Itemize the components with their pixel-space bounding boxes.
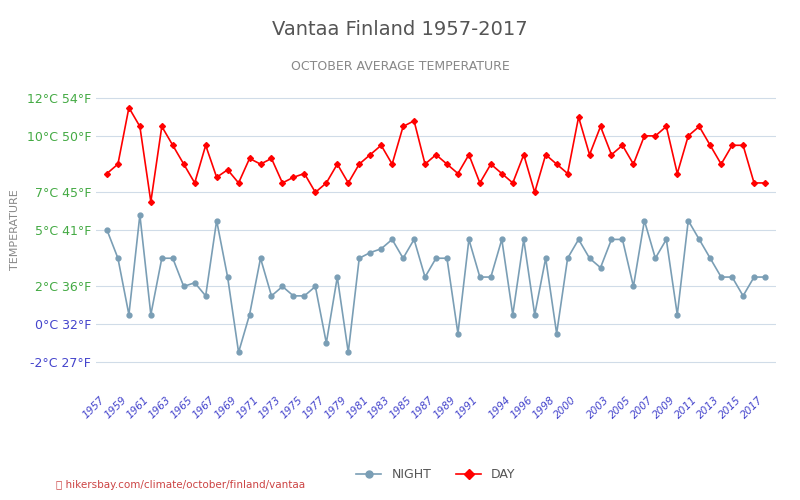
Y-axis label: TEMPERATURE: TEMPERATURE: [10, 190, 20, 270]
Legend: NIGHT, DAY: NIGHT, DAY: [351, 463, 521, 486]
Text: OCTOBER AVERAGE TEMPERATURE: OCTOBER AVERAGE TEMPERATURE: [290, 60, 510, 73]
Text: 🌐 hikersbay.com/climate/october/finland/vantaa: 🌐 hikersbay.com/climate/october/finland/…: [56, 480, 305, 490]
Text: Vantaa Finland 1957-2017: Vantaa Finland 1957-2017: [272, 20, 528, 39]
